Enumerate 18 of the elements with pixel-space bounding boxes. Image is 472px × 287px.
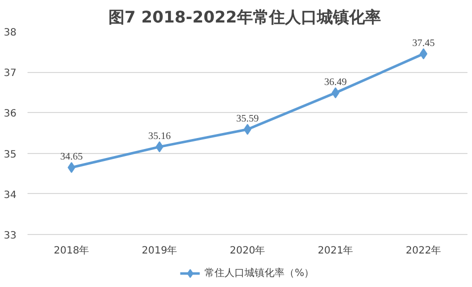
data-label: 35.16 bbox=[148, 130, 171, 142]
y-tick-label: 34 bbox=[4, 190, 17, 201]
data-label: 35.59 bbox=[236, 113, 259, 124]
y-tick-label: 33 bbox=[4, 230, 17, 242]
y-tick-label: 37 bbox=[4, 68, 17, 80]
y-tick-label: 35 bbox=[4, 149, 17, 160]
legend-label: 常住人口城镇化率（%） bbox=[204, 266, 314, 280]
y-tick-label: 38 bbox=[4, 28, 17, 38]
data-label: 34.65 bbox=[60, 152, 83, 163]
y-tick-label: 36 bbox=[4, 108, 17, 120]
data-label: 36.49 bbox=[324, 76, 347, 88]
x-tick-label: 2022年 bbox=[406, 244, 442, 256]
x-tick-label: 2020年 bbox=[230, 244, 266, 256]
x-tick-label: 2019年 bbox=[142, 244, 178, 256]
x-tick-label: 2021年 bbox=[318, 244, 354, 256]
data-label: 37.45 bbox=[412, 38, 435, 49]
x-tick-label: 2018年 bbox=[54, 244, 90, 256]
chart-title: 图7 2018-2022年常住人口城镇化率 bbox=[108, 8, 381, 26]
